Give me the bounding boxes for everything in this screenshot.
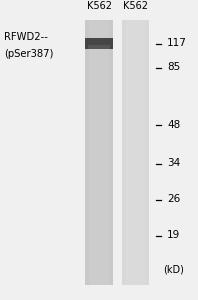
Text: (pSer387): (pSer387) [4,49,53,59]
Text: K562: K562 [87,2,111,11]
Text: 48: 48 [167,119,181,130]
Text: (kD): (kD) [163,265,184,275]
Bar [126,20,145,285]
Bar [88,45,110,49]
Text: 26: 26 [167,194,181,205]
Bar [85,38,113,49]
Text: 34: 34 [167,158,181,169]
Bar [122,20,149,285]
Text: 85: 85 [167,62,181,73]
Text: 19: 19 [167,230,181,241]
Bar [85,20,113,285]
Text: RFWD2--: RFWD2-- [4,32,48,43]
Text: 117: 117 [167,38,187,49]
Bar [89,20,109,285]
Text: K562: K562 [123,2,148,11]
